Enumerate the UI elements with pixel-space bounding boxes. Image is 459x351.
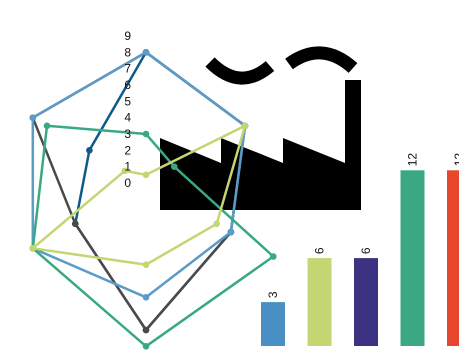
bar-chart: 3 6 6 12 12 bbox=[261, 153, 459, 346]
factory-building bbox=[160, 80, 361, 210]
factory-icon bbox=[160, 46, 361, 210]
radar-chart: 0 1 2 3 4 5 6 7 8 9 bbox=[29, 29, 277, 350]
radar-point bbox=[121, 167, 129, 175]
radar-point bbox=[227, 228, 235, 236]
radar-tick-label: 3 bbox=[124, 127, 131, 141]
bar bbox=[400, 170, 425, 346]
bar bbox=[261, 302, 285, 346]
bar-value-label: 6 bbox=[313, 247, 327, 254]
radar-point bbox=[142, 294, 150, 301]
radar-point bbox=[142, 171, 150, 179]
radar-point bbox=[171, 163, 178, 170]
radar-point bbox=[43, 122, 51, 130]
bar-value-label: 12 bbox=[452, 153, 459, 167]
radar-point bbox=[142, 49, 150, 56]
radar-point bbox=[72, 220, 79, 228]
radar-tick-label: 2 bbox=[124, 143, 131, 157]
radar-point bbox=[29, 245, 37, 252]
radar-point bbox=[142, 326, 150, 334]
factory-smoke-2 bbox=[285, 46, 358, 74]
radar-point bbox=[142, 261, 150, 269]
factory-smoke-1 bbox=[205, 57, 275, 85]
bar bbox=[447, 170, 459, 346]
radar-point bbox=[86, 147, 93, 154]
radar-point bbox=[270, 253, 277, 260]
bar-value-label: 3 bbox=[266, 291, 280, 298]
radar-tick-label: 0 bbox=[124, 176, 131, 190]
radar-tick-label: 5 bbox=[124, 94, 131, 108]
radar-tick-label: 8 bbox=[124, 45, 131, 59]
radar-tick-label: 6 bbox=[124, 78, 131, 92]
radar-point bbox=[241, 122, 249, 130]
bar bbox=[354, 258, 378, 346]
bar-value-label: 12 bbox=[406, 153, 420, 167]
radar-point bbox=[213, 220, 220, 228]
radar-tick-label: 1 bbox=[124, 160, 131, 174]
radar-point bbox=[29, 114, 37, 121]
bar-value-label: 6 bbox=[359, 247, 373, 254]
radar-tick-label: 9 bbox=[124, 29, 131, 43]
bar bbox=[307, 258, 332, 346]
radar-tick-label: 4 bbox=[124, 111, 131, 125]
radar-point bbox=[142, 343, 150, 350]
radar-tick-label: 7 bbox=[124, 62, 131, 76]
radar-point bbox=[142, 130, 150, 138]
